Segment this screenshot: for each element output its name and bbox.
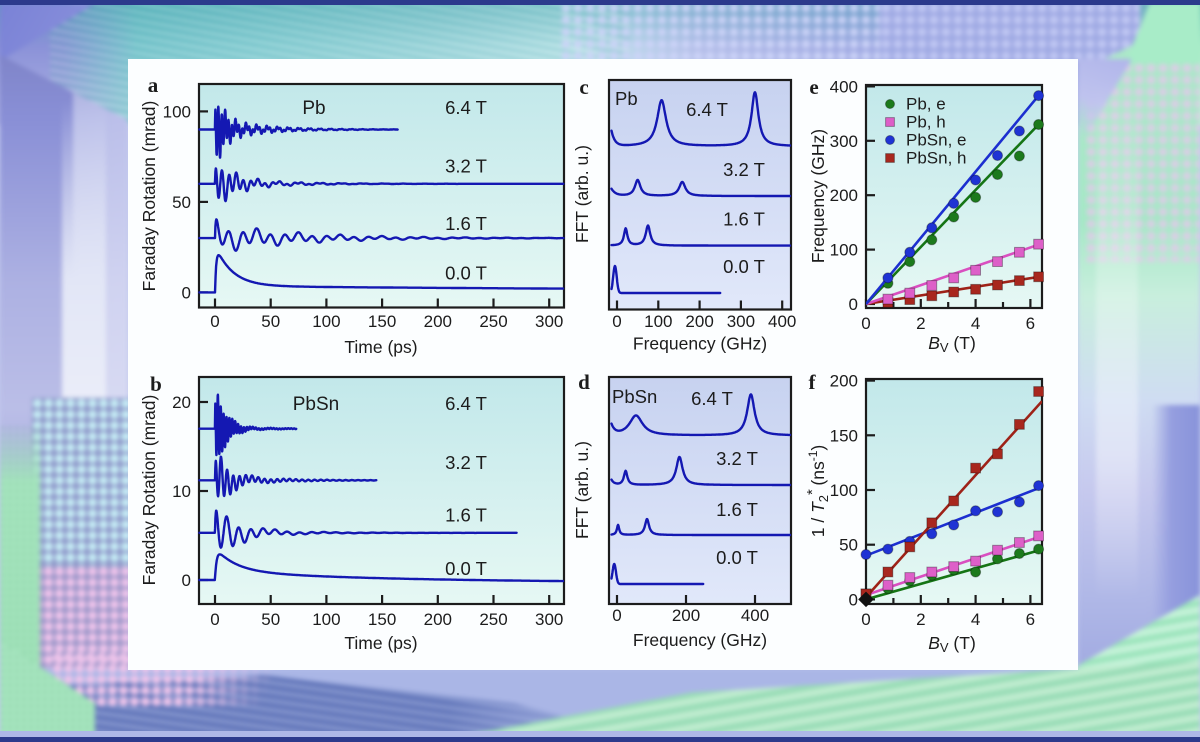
svg-text:100: 100 [312, 312, 340, 331]
svg-text:0: 0 [612, 312, 621, 331]
svg-text:0: 0 [182, 571, 191, 590]
svg-text:2: 2 [916, 610, 925, 629]
svg-text:100: 100 [163, 102, 191, 121]
svg-text:0: 0 [612, 606, 621, 625]
svg-text:150: 150 [830, 426, 858, 445]
svg-text:Pb: Pb [302, 98, 325, 119]
svg-text:PbSn: PbSn [293, 394, 339, 415]
svg-text:6: 6 [1026, 610, 1035, 629]
svg-text:50: 50 [172, 193, 191, 212]
svg-text:0: 0 [861, 610, 870, 629]
svg-text:0: 0 [849, 590, 858, 609]
svg-text:Frequency (GHz): Frequency (GHz) [633, 630, 767, 650]
svg-text:Frequency (GHz): Frequency (GHz) [633, 334, 767, 354]
svg-text:10: 10 [172, 482, 191, 501]
svg-text:0: 0 [210, 312, 219, 331]
svg-text:1 / T2* (ns-1): 1 / T2* (ns-1) [804, 445, 831, 537]
svg-text:250: 250 [479, 610, 507, 629]
svg-text:d: d [578, 370, 590, 394]
svg-text:FFT (arb. u.): FFT (arb. u.) [572, 441, 592, 539]
svg-text:0.0 T: 0.0 T [445, 263, 487, 284]
svg-text:200: 200 [685, 312, 713, 331]
svg-text:0: 0 [861, 314, 870, 333]
svg-text:0: 0 [849, 295, 858, 314]
svg-text:1.6 T: 1.6 T [716, 499, 758, 520]
svg-text:150: 150 [368, 610, 396, 629]
svg-text:6.4 T: 6.4 T [691, 388, 733, 409]
svg-text:c: c [579, 75, 588, 99]
svg-text:e: e [809, 75, 818, 99]
svg-text:0.0 T: 0.0 T [723, 256, 765, 277]
svg-text:6: 6 [1026, 314, 1035, 333]
svg-text:150: 150 [368, 312, 396, 331]
svg-text:400: 400 [830, 77, 858, 96]
svg-text:3.2 T: 3.2 T [716, 448, 758, 469]
svg-text:b: b [150, 372, 162, 396]
svg-text:6.4 T: 6.4 T [445, 393, 487, 414]
svg-text:1.6 T: 1.6 T [723, 209, 765, 230]
svg-text:Faraday Rotation (mrad): Faraday Rotation (mrad) [139, 101, 159, 292]
svg-text:6.4 T: 6.4 T [445, 97, 487, 118]
svg-text:Faraday Rotation (mrad): Faraday Rotation (mrad) [139, 395, 159, 586]
svg-text:Pb: Pb [615, 88, 638, 109]
svg-text:0.0 T: 0.0 T [445, 558, 487, 579]
svg-text:50: 50 [261, 312, 280, 331]
svg-text:200: 200 [672, 606, 700, 625]
svg-text:BV (T): BV (T) [928, 633, 976, 655]
svg-text:300: 300 [727, 312, 755, 331]
svg-text:0: 0 [210, 610, 219, 629]
svg-text:4: 4 [971, 610, 980, 629]
svg-text:Frequency (GHz): Frequency (GHz) [808, 129, 828, 263]
svg-text:0: 0 [182, 283, 191, 302]
svg-text:20: 20 [172, 393, 191, 412]
svg-text:3.2 T: 3.2 T [445, 156, 487, 177]
svg-text:1.6 T: 1.6 T [445, 505, 487, 526]
svg-text:Pb, h: Pb, h [906, 113, 946, 132]
svg-text:200: 200 [424, 312, 452, 331]
svg-text:100: 100 [644, 312, 672, 331]
svg-text:Time (ps): Time (ps) [344, 633, 417, 653]
svg-text:f: f [809, 370, 817, 394]
svg-text:PbSn: PbSn [612, 386, 657, 407]
svg-text:400: 400 [741, 606, 769, 625]
svg-text:PbSn, h: PbSn, h [906, 149, 967, 168]
svg-text:400: 400 [768, 312, 796, 331]
svg-text:300: 300 [535, 312, 563, 331]
svg-text:3.2 T: 3.2 T [445, 452, 487, 473]
svg-text:FFT (arb. u.): FFT (arb. u.) [572, 145, 592, 243]
svg-text:0.0 T: 0.0 T [716, 547, 758, 568]
svg-text:Pb, e: Pb, e [906, 95, 946, 114]
svg-text:a: a [148, 73, 159, 97]
svg-text:100: 100 [312, 610, 340, 629]
svg-text:50: 50 [839, 536, 858, 555]
svg-text:100: 100 [830, 241, 858, 260]
svg-text:6.4 T: 6.4 T [686, 99, 728, 120]
svg-text:300: 300 [535, 610, 563, 629]
svg-text:100: 100 [830, 481, 858, 500]
svg-text:200: 200 [830, 186, 858, 205]
svg-text:4: 4 [971, 314, 980, 333]
svg-text:Time (ps): Time (ps) [344, 337, 417, 357]
svg-text:250: 250 [479, 312, 507, 331]
svg-text:BV (T): BV (T) [928, 333, 976, 355]
svg-text:PbSn, e: PbSn, e [906, 131, 967, 150]
svg-text:2: 2 [916, 314, 925, 333]
svg-text:50: 50 [261, 610, 280, 629]
svg-text:200: 200 [830, 372, 858, 391]
svg-text:3.2 T: 3.2 T [723, 159, 765, 180]
svg-text:200: 200 [424, 610, 452, 629]
svg-text:300: 300 [830, 132, 858, 151]
svg-text:1.6 T: 1.6 T [445, 213, 487, 234]
